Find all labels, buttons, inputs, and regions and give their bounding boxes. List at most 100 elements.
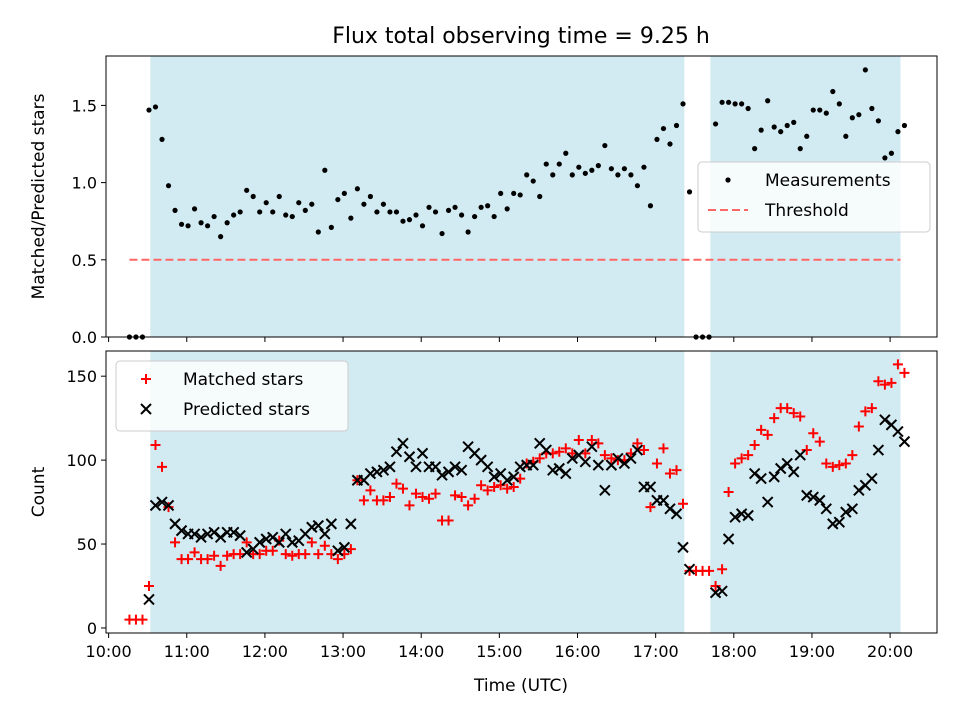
measurement-point	[367, 193, 374, 200]
matched-point	[886, 377, 897, 388]
predicted-point	[325, 518, 338, 530]
matched-point	[137, 614, 148, 625]
matched-point	[410, 488, 421, 499]
x-tick-label: 15:00	[476, 642, 522, 661]
matched-point	[150, 440, 161, 450]
measurement-point	[237, 209, 243, 215]
matched-point	[769, 413, 780, 424]
measurement-point	[276, 193, 282, 200]
predicted-point	[631, 444, 644, 456]
predicted-point	[253, 536, 266, 549]
y-tick-label: 0.0	[72, 328, 97, 347]
predicted-point	[416, 447, 429, 460]
predicted-point	[644, 481, 657, 493]
matched-point	[183, 554, 194, 565]
measurement-point	[732, 101, 738, 107]
measurement-point	[628, 172, 634, 178]
predicted-point	[755, 472, 767, 485]
measurement-point	[817, 107, 823, 113]
predicted-point	[175, 524, 188, 537]
matched-point	[280, 549, 291, 560]
y-axis-label: Matched/Predicted stars	[29, 93, 49, 299]
figure-title: Flux total observing time = 9.25 h	[332, 24, 710, 49]
measurement-point	[231, 212, 237, 218]
matched-point	[606, 453, 617, 464]
predicted-point	[781, 457, 793, 470]
measurement-point	[178, 221, 185, 227]
matched-point	[853, 421, 864, 432]
matched-point	[476, 480, 487, 491]
measurement-point	[361, 201, 367, 207]
matched-point	[450, 490, 461, 501]
matched-point	[332, 554, 343, 565]
predicted-point	[501, 474, 513, 486]
predicted-point	[384, 461, 396, 473]
predicted-point	[377, 464, 390, 476]
predicted-point	[801, 489, 813, 502]
predicted-point	[599, 484, 611, 497]
matched-point	[365, 485, 376, 496]
measurement-point	[283, 212, 289, 218]
matched-point	[417, 492, 428, 503]
measurement-point	[224, 220, 230, 226]
matched-point	[424, 493, 435, 504]
predicted-point	[514, 461, 526, 473]
predicted-point	[735, 508, 748, 520]
measurement-point	[765, 98, 771, 104]
x-tick-label: 12:00	[242, 642, 288, 661]
measurement-point	[752, 146, 758, 152]
matched-point	[866, 403, 877, 414]
matched-point	[502, 483, 513, 494]
matched-point	[892, 359, 903, 370]
predicted-point	[371, 466, 383, 478]
matched-point	[534, 453, 545, 464]
measurement-point	[875, 118, 881, 124]
matched-point	[254, 549, 265, 560]
matched-point	[664, 468, 675, 479]
y-tick-label: 150	[66, 367, 97, 386]
measurement-point	[660, 125, 667, 132]
measurement-point	[888, 150, 895, 156]
predicted-point	[312, 519, 325, 532]
measurement-point	[439, 230, 445, 237]
measurement-point	[537, 193, 543, 200]
predicted-point	[332, 545, 344, 557]
matched-point	[489, 481, 500, 492]
predicted-point	[840, 506, 852, 518]
measurement-point	[472, 213, 478, 220]
measurement-point	[686, 189, 693, 195]
measurement-point	[465, 229, 471, 235]
predicted-point	[898, 435, 911, 448]
predicted-point	[449, 461, 461, 473]
matched-point	[554, 446, 565, 457]
predicted-point	[872, 444, 885, 456]
axes-frame	[105, 350, 938, 634]
measurement-point	[328, 224, 334, 230]
x-tick-label: 18:00	[711, 642, 757, 661]
predicted-point	[455, 464, 468, 476]
measurement-point	[673, 122, 680, 129]
matched-point	[899, 367, 910, 378]
measurement-point	[856, 112, 862, 118]
matched-point	[782, 403, 793, 414]
matched-point	[345, 544, 356, 555]
matched-point	[788, 408, 799, 419]
matched-point	[795, 411, 806, 422]
predicted-point	[240, 546, 253, 559]
measurement-point	[302, 207, 308, 213]
measurement-point	[400, 218, 406, 224]
predicted-point	[403, 451, 416, 463]
observing-window	[150, 56, 685, 337]
predicted-point	[260, 533, 272, 545]
measurement-point	[413, 212, 419, 218]
matched-point	[821, 458, 832, 469]
measurement-point	[784, 122, 790, 129]
measurement-point	[270, 209, 276, 215]
matched-point	[717, 564, 728, 575]
matched-point	[736, 453, 747, 464]
matched-point	[580, 448, 591, 459]
matched-point	[267, 545, 278, 556]
measurement-point	[172, 207, 178, 213]
predicted-point	[716, 585, 728, 597]
predicted-point	[553, 462, 565, 475]
